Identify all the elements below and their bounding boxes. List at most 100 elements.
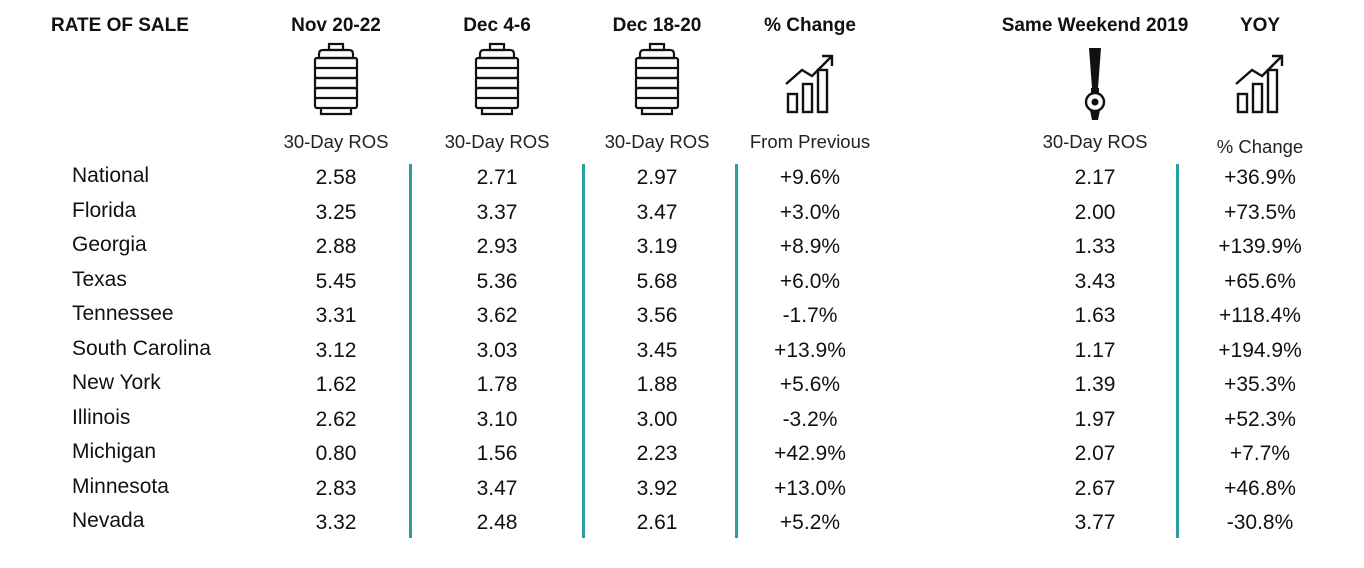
beer-tap-icon [1084,48,1106,120]
table-cell: +36.9% [1224,166,1296,189]
region-label: Florida [72,198,137,222]
table-cell: 3.00 [636,407,678,431]
column-subtitle: 30-Day ROS [604,131,710,152]
table-cell: +42.9% [774,442,846,465]
table-cell: 3.32 [315,511,357,534]
table-cell: +6.0% [779,269,841,293]
table-cell: 2.48 [476,511,518,534]
table-cell: 1.17 [1074,338,1116,362]
table-cell: 2.00 [1074,200,1116,224]
keg-icon [634,42,680,116]
table-cell: -3.2% [782,407,838,431]
table-cell: 3.12 [315,338,357,362]
table-cell: +5.6% [779,373,841,396]
table-cell: 2.17 [1074,166,1116,189]
table-cell: 1.33 [1074,235,1116,258]
column-subtitle: % Change [1216,136,1304,157]
table-cell: 1.88 [636,373,678,396]
table-cell: -1.7% [782,304,838,327]
table-cell: 1.39 [1074,373,1116,396]
table-cell: 3.31 [315,304,357,327]
table-cell: 2.97 [636,166,678,189]
table-cell: 1.63 [1074,304,1116,327]
table-cell: 3.37 [476,200,518,224]
table-cell: +3.0% [779,200,841,224]
table-cell: 3.62 [476,304,518,327]
table-cell: 3.92 [636,476,678,500]
table-cell: 0.80 [315,442,357,465]
table-cell: 2.93 [476,235,518,258]
column-subtitle: From Previous [749,131,871,152]
table-cell: +118.4% [1219,304,1301,327]
table-cell: 2.62 [315,407,357,431]
table-cell: +52.3% [1224,407,1296,431]
table-cell: 3.47 [636,200,678,224]
region-label: Georgia [72,233,147,256]
table-cell: 2.71 [476,166,518,189]
table-cell: 3.43 [1074,269,1116,293]
table-cell: +194.9% [1218,338,1302,362]
column-divider [735,164,738,538]
table-cell: 5.45 [315,269,357,293]
column-title: Dec 18-20 [612,15,702,36]
column-title: YOY [1239,15,1281,36]
table-cell: 2.61 [636,511,678,534]
region-label: Illinois [72,405,131,429]
table-cell: +73.5% [1224,200,1296,224]
table-cell: 3.47 [476,476,518,500]
column-title: Nov 20-22 [291,15,381,36]
table-cell: 2.07 [1074,442,1116,465]
table-cell: 5.36 [476,269,518,293]
column-subtitle: 30-Day ROS [283,131,389,152]
table-cell: 2.58 [315,166,357,189]
table-cell: +35.3% [1224,373,1296,396]
table-cell: 3.10 [476,407,518,431]
table-cell: +8.9% [779,235,841,258]
table-cell: +139.9% [1218,235,1302,258]
table-cell: +9.6% [779,166,841,189]
region-label: Tennessee [72,302,174,325]
table-cell: 3.45 [636,338,678,362]
column-divider [1176,164,1179,538]
column-subtitle: 30-Day ROS [1042,131,1148,152]
column-divider [409,164,412,538]
table-cell: 3.56 [636,304,678,327]
table-cell: +65.6% [1224,269,1296,293]
region-label: Texas [72,267,127,291]
table-cell: -30.8% [1226,511,1294,534]
table-cell: 1.78 [476,373,518,396]
table-cell: 1.56 [476,442,518,465]
table-cell: 1.97 [1074,407,1116,431]
region-label: National [72,164,150,187]
table-cell: 1.62 [315,373,357,396]
table-cell: 3.77 [1074,511,1116,534]
table-cell: 2.23 [636,442,678,465]
table-cell: 2.67 [1074,476,1116,500]
table-cell: +13.0% [774,476,846,500]
column-subtitle: 30-Day ROS [444,131,550,152]
table-cell: +46.8% [1224,476,1296,500]
column-title: Same Weekend 2019 [1001,15,1189,36]
table-cell: 3.25 [315,200,357,224]
region-label: South Carolina [72,336,211,360]
table-cell: +13.9% [774,338,846,362]
region-label: Michigan [72,440,157,463]
keg-icon [474,42,520,116]
column-title: Dec 4-6 [463,15,531,36]
bar-chart-growth-icon [1235,54,1284,114]
table-cell: 5.68 [636,269,678,293]
column-title: % Change [764,15,856,36]
table-cell: 3.19 [636,235,678,258]
table-cell: 3.03 [476,338,518,362]
region-label: Nevada [72,509,145,532]
table-cell: +5.2% [779,511,841,534]
rate-of-sale-heading: RATE OF SALE [51,15,189,36]
region-label: New York [72,371,161,394]
bar-chart-growth-icon [785,54,834,114]
table-cell: +7.7% [1229,442,1291,465]
table-cell: 2.88 [315,235,357,258]
column-divider [582,164,585,538]
region-label: Minnesota [72,474,169,498]
table-cell: 2.83 [315,476,357,500]
keg-icon [313,42,359,116]
